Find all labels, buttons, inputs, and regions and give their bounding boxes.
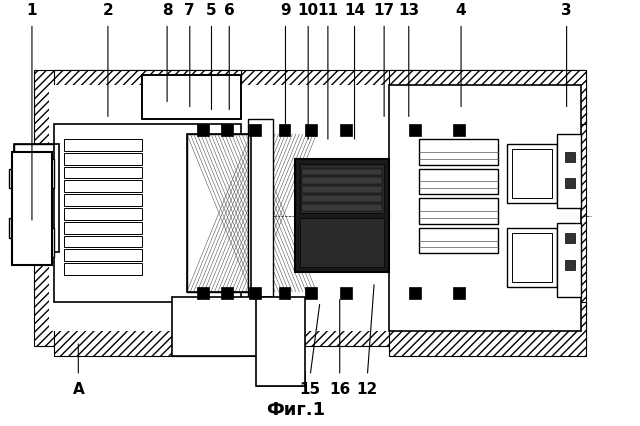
Bar	[221, 124, 233, 136]
Text: 15: 15	[300, 382, 321, 397]
Bar	[302, 204, 382, 211]
Bar	[14, 154, 29, 183]
Bar	[196, 124, 209, 136]
Bar	[305, 124, 317, 136]
Text: 7: 7	[184, 3, 195, 17]
Bar	[409, 287, 420, 299]
Bar	[143, 75, 241, 119]
Text: 8: 8	[162, 3, 172, 17]
Bar	[12, 152, 52, 265]
Bar	[419, 169, 497, 194]
Bar	[54, 302, 241, 356]
Bar	[14, 144, 59, 252]
Bar	[14, 144, 59, 252]
Bar	[34, 228, 54, 257]
Bar	[564, 152, 575, 161]
Bar	[389, 85, 581, 331]
Bar	[172, 336, 271, 356]
Text: 14: 14	[344, 3, 365, 17]
Text: 16: 16	[329, 382, 350, 397]
Bar	[419, 198, 497, 224]
Bar	[63, 249, 143, 261]
Bar	[256, 297, 305, 386]
Bar	[63, 236, 143, 248]
Bar	[63, 139, 143, 151]
Bar	[508, 228, 557, 287]
Bar	[249, 124, 261, 136]
Bar	[419, 139, 497, 164]
Bar	[305, 287, 317, 299]
Bar	[63, 180, 143, 192]
Bar	[557, 223, 581, 297]
Text: 11: 11	[317, 3, 339, 17]
Bar	[557, 134, 581, 208]
Bar	[249, 287, 261, 299]
Bar	[221, 287, 233, 299]
Text: Фиг.1: Фиг.1	[266, 401, 325, 419]
Bar	[409, 124, 420, 136]
Bar	[453, 287, 465, 299]
Bar	[389, 70, 586, 124]
Bar	[14, 233, 29, 262]
Bar	[508, 144, 557, 203]
Bar	[340, 287, 351, 299]
Bar	[564, 233, 575, 242]
Bar	[187, 134, 251, 292]
Bar	[302, 169, 382, 176]
Bar	[453, 124, 465, 136]
Bar	[49, 85, 572, 331]
Bar	[143, 75, 241, 119]
Text: A: A	[72, 382, 84, 397]
Bar	[196, 287, 209, 299]
Bar	[187, 134, 251, 292]
Bar	[513, 233, 552, 282]
Text: 6: 6	[224, 3, 235, 17]
Bar	[278, 124, 291, 136]
Bar	[564, 260, 575, 270]
Bar	[14, 144, 59, 252]
Text: 1: 1	[27, 3, 37, 17]
Bar	[300, 164, 384, 213]
Bar	[564, 178, 575, 188]
Bar	[9, 169, 34, 188]
Bar	[256, 371, 305, 386]
Bar	[300, 218, 384, 267]
Text: 13: 13	[398, 3, 419, 17]
Bar	[302, 177, 382, 184]
Bar	[9, 218, 34, 238]
Bar	[172, 297, 271, 356]
Bar	[34, 158, 54, 188]
Bar	[278, 287, 291, 299]
Bar	[389, 302, 586, 356]
Bar	[63, 263, 143, 275]
Bar	[63, 208, 143, 220]
Bar	[295, 158, 389, 272]
Bar	[54, 124, 241, 302]
Bar	[248, 119, 273, 297]
Bar	[143, 75, 241, 97]
Text: 10: 10	[298, 3, 319, 17]
Bar	[172, 297, 271, 317]
Bar	[256, 297, 305, 311]
Text: 9: 9	[280, 3, 291, 17]
Bar	[340, 124, 351, 136]
Bar	[513, 149, 552, 198]
Bar	[419, 228, 497, 253]
Bar	[63, 153, 143, 164]
Bar	[302, 195, 382, 202]
Bar	[54, 70, 241, 124]
Text: 3: 3	[561, 3, 572, 17]
Text: 12: 12	[356, 382, 378, 397]
Text: 2: 2	[102, 3, 113, 17]
Bar	[63, 222, 143, 233]
Bar	[34, 70, 586, 346]
Bar	[63, 167, 143, 178]
Bar	[63, 194, 143, 206]
Text: 4: 4	[456, 3, 467, 17]
Bar	[302, 186, 382, 193]
Bar	[143, 98, 241, 119]
Text: 17: 17	[374, 3, 395, 17]
Text: 5: 5	[206, 3, 217, 17]
